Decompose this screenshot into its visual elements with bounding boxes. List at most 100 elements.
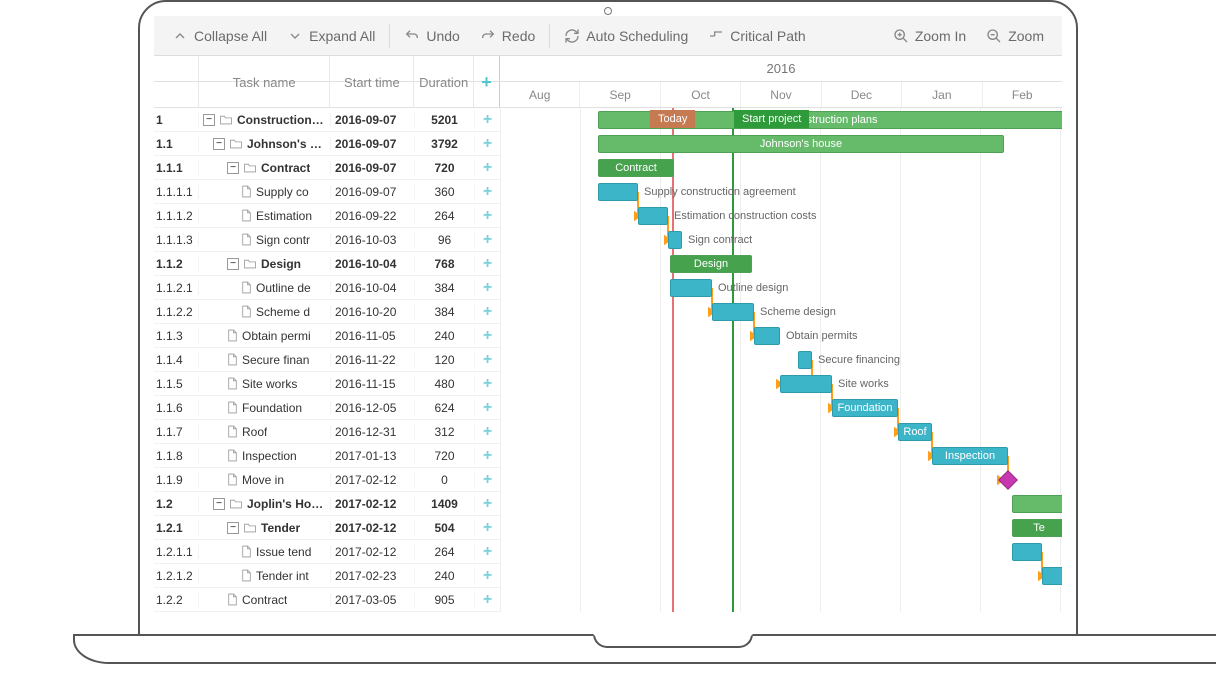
gantt-bar[interactable] bbox=[1012, 543, 1042, 561]
gantt-bar[interactable] bbox=[668, 231, 682, 249]
collapse-toggle[interactable]: − bbox=[227, 522, 239, 534]
add-task-button[interactable]: + bbox=[474, 447, 500, 465]
auto-scheduling-button[interactable]: Auto Scheduling bbox=[554, 16, 698, 55]
milestone-marker[interactable] bbox=[998, 470, 1018, 490]
task-row[interactable]: 1.1.9Move in2017-02-120+ bbox=[154, 468, 500, 492]
gantt-bar[interactable]: Contract bbox=[598, 159, 674, 177]
task-row[interactable]: 1.1.7Roof2016-12-31312+ bbox=[154, 420, 500, 444]
task-row[interactable]: 1.1.1.1Supply co2016-09-07360+ bbox=[154, 180, 500, 204]
start-cell: 2017-02-12 bbox=[330, 545, 414, 559]
add-task-button[interactable]: + bbox=[474, 111, 500, 129]
task-row[interactable]: 1.1.4Secure finan2016-11-22120+ bbox=[154, 348, 500, 372]
bar-label: Supply construction agreement bbox=[644, 183, 796, 201]
task-name: Site works bbox=[242, 377, 297, 391]
zoom-in-button[interactable]: Zoom In bbox=[883, 16, 976, 55]
critical-path-button[interactable]: Critical Path bbox=[698, 16, 815, 55]
add-task-button[interactable]: + bbox=[474, 135, 500, 153]
name-cell: Site works bbox=[198, 377, 330, 391]
task-row[interactable]: 1.2.1.1Issue tend2017-02-12264+ bbox=[154, 540, 500, 564]
collapse-toggle[interactable]: − bbox=[213, 138, 225, 150]
add-task-button[interactable]: + bbox=[474, 543, 500, 561]
collapse-toggle[interactable]: − bbox=[203, 114, 215, 126]
task-row[interactable]: 1.2−Joplin's House2017-02-121409+ bbox=[154, 492, 500, 516]
add-task-button[interactable]: + bbox=[474, 279, 500, 297]
file-icon bbox=[241, 545, 252, 558]
add-task-button[interactable]: + bbox=[474, 351, 500, 369]
name-cell: −Design bbox=[198, 257, 330, 271]
task-row[interactable]: 1.1.6Foundation2016-12-05624+ bbox=[154, 396, 500, 420]
add-task-button[interactable]: + bbox=[474, 519, 500, 537]
gantt-bar[interactable] bbox=[638, 207, 668, 225]
task-row[interactable]: 1.1.1.3Sign contr2016-10-0396+ bbox=[154, 228, 500, 252]
collapse-toggle[interactable]: − bbox=[213, 498, 225, 510]
task-row[interactable]: 1.2.1−Tender2017-02-12504+ bbox=[154, 516, 500, 540]
task-row[interactable]: 1.1.2.2Scheme d2016-10-20384+ bbox=[154, 300, 500, 324]
task-row[interactable]: 1.1.3Obtain permi2016-11-05240+ bbox=[154, 324, 500, 348]
header-row-2: AugSepOctNovDecJanFeb bbox=[154, 82, 1062, 108]
gantt-bar[interactable] bbox=[670, 279, 712, 297]
duration-cell: 3792 bbox=[414, 137, 474, 151]
add-task-button[interactable]: + bbox=[474, 423, 500, 441]
add-task-button[interactable]: + bbox=[474, 303, 500, 321]
add-task-button[interactable]: + bbox=[474, 231, 500, 249]
add-task-button[interactable]: + bbox=[474, 207, 500, 225]
gantt-bar[interactable]: Roof bbox=[898, 423, 932, 441]
task-row[interactable]: 1.1−Johnson's hou2016-09-073792+ bbox=[154, 132, 500, 156]
task-row[interactable]: 1.2.2Contract2017-03-05905+ bbox=[154, 588, 500, 612]
collapse-toggle[interactable]: − bbox=[227, 162, 239, 174]
zoom-out-button[interactable]: Zoom bbox=[976, 16, 1054, 55]
undo-button[interactable]: Undo bbox=[394, 16, 469, 55]
name-cell: − Construction pla bbox=[198, 113, 330, 127]
gantt-bar[interactable]: Inspection bbox=[932, 447, 1008, 465]
add-task-button[interactable]: + bbox=[474, 495, 500, 513]
name-cell: Outline de bbox=[198, 281, 330, 295]
gantt-bar[interactable]: Johnson's house bbox=[598, 135, 1004, 153]
wbs-cell: 1.1.2.2 bbox=[154, 305, 198, 319]
task-row[interactable]: 1.1.8Inspection2017-01-13720+ bbox=[154, 444, 500, 468]
add-task-button[interactable]: + bbox=[474, 399, 500, 417]
add-task-button[interactable]: + bbox=[474, 159, 500, 177]
duration-cell: 480 bbox=[414, 377, 474, 391]
task-row[interactable]: 1.2.1.2Tender int2017-02-23240+ bbox=[154, 564, 500, 588]
gantt-bar[interactable] bbox=[1012, 495, 1062, 513]
task-row[interactable]: 1.1.5Site works2016-11-15480+ bbox=[154, 372, 500, 396]
task-row[interactable]: 1.1.1.2Estimation2016-09-22264+ bbox=[154, 204, 500, 228]
add-task-button[interactable]: + bbox=[474, 183, 500, 201]
name-cell: −Johnson's hou bbox=[198, 137, 330, 151]
add-task-button[interactable]: + bbox=[474, 327, 500, 345]
task-row[interactable]: 1.1.1−Contract2016-09-07720+ bbox=[154, 156, 500, 180]
task-row[interactable]: 1.1.2.1Outline de2016-10-04384+ bbox=[154, 276, 500, 300]
task-name: Construction pla bbox=[237, 113, 326, 127]
task-row[interactable]: 1.1.2−Design2016-10-04768+ bbox=[154, 252, 500, 276]
gantt-bar[interactable] bbox=[798, 351, 812, 369]
collapse-all-button[interactable]: Collapse All bbox=[162, 16, 277, 55]
gantt-bar[interactable] bbox=[1042, 567, 1062, 585]
duration-cell: 720 bbox=[414, 449, 474, 463]
wbs-cell: 1.1.1 bbox=[154, 161, 198, 175]
add-task-button[interactable]: + bbox=[474, 471, 500, 489]
add-task-button[interactable]: + bbox=[474, 375, 500, 393]
start-cell: 2016-11-05 bbox=[330, 329, 414, 343]
name-cell: Tender int bbox=[198, 569, 330, 583]
add-task-button[interactable]: + bbox=[474, 591, 500, 609]
wbs-cell: 1.1.7 bbox=[154, 425, 198, 439]
gantt-bar[interactable] bbox=[754, 327, 780, 345]
task-row[interactable]: 1−Construction pla2016-09-075201+ bbox=[154, 108, 500, 132]
timeline-chart[interactable]: TodayStart projectConstruction plansJohn… bbox=[500, 108, 1062, 612]
add-task-button[interactable]: + bbox=[474, 567, 500, 585]
gantt-bar[interactable] bbox=[598, 183, 638, 201]
add-task-button[interactable]: + bbox=[474, 255, 500, 273]
expand-all-button[interactable]: Expand All bbox=[277, 16, 385, 55]
redo-button[interactable]: Redo bbox=[470, 16, 545, 55]
name-cell: Supply co bbox=[198, 185, 330, 199]
name-cell: −Contract bbox=[198, 161, 330, 175]
gantt-bar[interactable] bbox=[780, 375, 832, 393]
folder-icon bbox=[219, 114, 233, 125]
gantt-bar[interactable]: Te bbox=[1012, 519, 1062, 537]
collapse-toggle[interactable]: − bbox=[227, 258, 239, 270]
gantt-bar[interactable] bbox=[712, 303, 754, 321]
start-cell: 2016-09-07 bbox=[330, 185, 414, 199]
gantt-bar[interactable]: Foundation bbox=[832, 399, 898, 417]
gantt-bar[interactable]: Design bbox=[670, 255, 752, 273]
bar-label: Site works bbox=[838, 375, 889, 393]
